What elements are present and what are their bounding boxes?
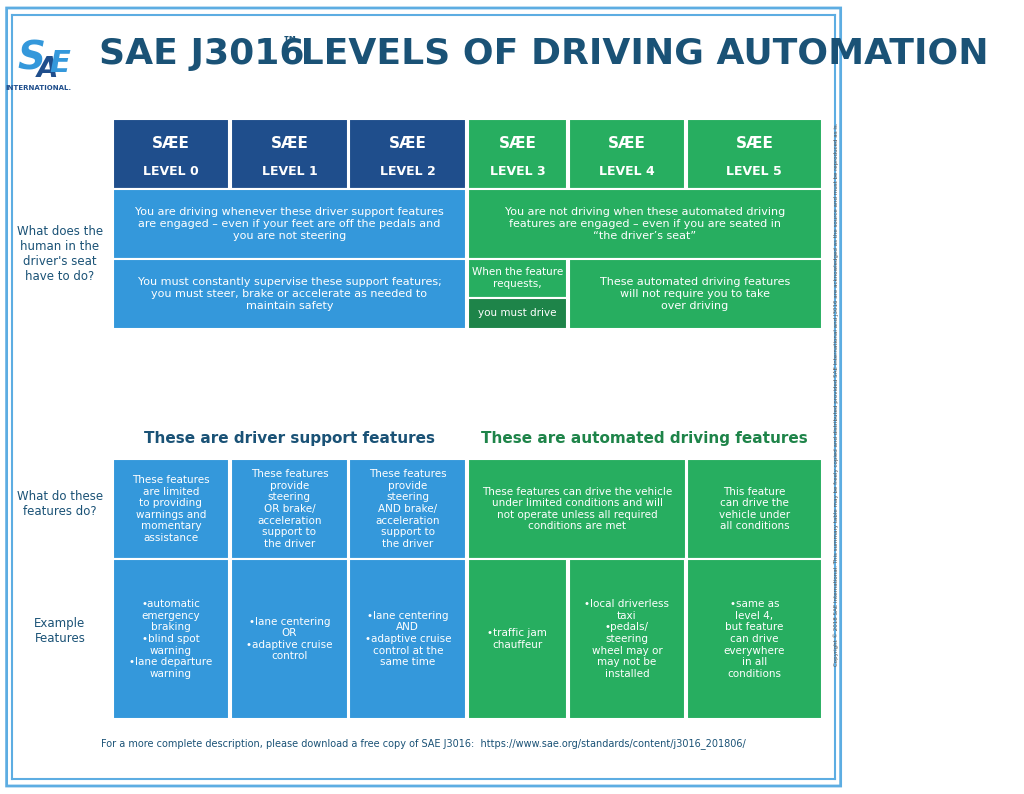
Bar [468,259,567,298]
Text: S: S [17,40,45,78]
Text: LEVEL 4: LEVEL 4 [599,165,655,178]
Bar [113,459,229,559]
Text: These automated driving features
will not require you to take
over driving: These automated driving features will no… [600,277,791,310]
Bar [231,459,348,559]
Bar [468,189,821,259]
Text: •local driverless
taxi
•pedals/
steering
wheel may or
may not be
installed: •local driverless taxi •pedals/ steering… [585,599,670,679]
Text: LEVELS OF DRIVING AUTOMATION: LEVELS OF DRIVING AUTOMATION [288,37,988,71]
Text: LEVEL 3: LEVEL 3 [489,165,545,178]
Bar [468,459,686,559]
Bar [568,119,685,189]
Text: ™: ™ [282,33,298,51]
Text: SÆE: SÆE [735,136,773,151]
Bar [349,459,466,559]
Text: These are driver support features: These are driver support features [144,431,435,446]
Text: LEVEL 1: LEVEL 1 [261,165,317,178]
Text: SÆE: SÆE [389,136,427,151]
FancyBboxPatch shape [6,8,841,786]
Text: you must drive: you must drive [478,308,557,318]
Text: You are not driving when these automated driving
features are engaged – even if : You are not driving when these automated… [505,207,784,241]
Text: What do these
features do?: What do these features do? [17,490,103,518]
Bar [349,559,466,719]
Text: These features
provide
steering
AND brake/
acceleration
support to
the driver: These features provide steering AND brak… [369,469,446,549]
Text: A: A [37,55,58,83]
Text: LEVEL 0: LEVEL 0 [143,165,199,178]
Text: SÆE: SÆE [270,136,308,151]
Text: You are driving whenever these driver support features
are engaged – even if you: You are driving whenever these driver su… [135,207,443,241]
Text: Copyright © 2018 SAE International. This summary table may be freely copied and : Copyright © 2018 SAE International. This… [833,122,839,665]
Bar [468,119,567,189]
Text: INTERNATIONAL.: INTERNATIONAL. [6,85,72,91]
Text: These features
provide
steering
OR brake/
acceleration
support to
the driver: These features provide steering OR brake… [251,469,329,549]
Text: LEVEL 2: LEVEL 2 [380,165,436,178]
Text: This feature
can drive the
vehicle under
all conditions: This feature can drive the vehicle under… [719,487,790,531]
Bar [468,298,567,329]
Text: These are automated driving features: These are automated driving features [481,431,808,446]
Bar [231,119,348,189]
Text: These features
are limited
to providing
warnings and
momentary
assistance: These features are limited to providing … [132,475,210,543]
Text: Example
Features: Example Features [35,618,86,646]
Bar [113,559,229,719]
Text: SÆE: SÆE [608,136,646,151]
Bar [113,189,466,259]
Bar [687,119,821,189]
Bar [231,559,348,719]
Text: What does the
human in the
driver's seat
have to do?: What does the human in the driver's seat… [17,225,103,283]
Text: E: E [49,49,70,79]
Text: •lane centering
AND
•adaptive cruise
control at the
same time: •lane centering AND •adaptive cruise con… [365,611,452,667]
Bar [687,459,821,559]
Text: For a more complete description, please download a free copy of SAE J3016:  http: For a more complete description, please … [101,738,746,750]
Bar [687,559,821,719]
Text: •traffic jam
chauffeur: •traffic jam chauffeur [487,628,548,649]
Bar [568,259,821,329]
Bar [468,559,567,719]
Bar [113,259,466,329]
Text: SÆE: SÆE [499,136,537,151]
Text: •lane centering
OR
•adaptive cruise
control: •lane centering OR •adaptive cruise cont… [246,617,333,661]
Text: You must constantly supervise these support features;
you must steer, brake or a: You must constantly supervise these supp… [137,277,441,310]
Bar [349,119,466,189]
Text: SAE J3016: SAE J3016 [99,37,305,71]
Text: These features can drive the vehicle
under limited conditions and will
not opera: These features can drive the vehicle und… [482,487,672,531]
Text: •same as
level 4,
but feature
can drive
everywhere
in all
conditions: •same as level 4, but feature can drive … [724,599,785,679]
Text: When the feature
requests,: When the feature requests, [472,268,563,289]
Text: •automatic
emergency
braking
•blind spot
warning
•lane departure
warning: •automatic emergency braking •blind spot… [129,599,213,679]
Bar [113,119,229,189]
Text: SÆE: SÆE [152,136,189,151]
Text: LEVEL 5: LEVEL 5 [726,165,782,178]
Bar [568,559,685,719]
